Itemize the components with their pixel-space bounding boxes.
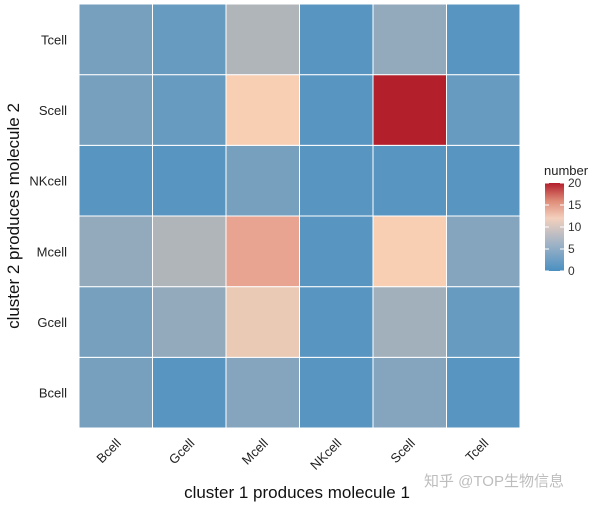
heatmap-cell-Gcell-Gcell	[152, 286, 227, 358]
heatmap-cell-Scell-Tcell	[372, 3, 447, 76]
heatmap-cell-Bcell-Bcell	[78, 356, 153, 429]
legend-tick-label: 20	[568, 176, 582, 190]
heatmap-cells	[78, 3, 521, 429]
heatmap-cell-Scell-Bcell	[372, 356, 447, 429]
x-tick-label: Bcell	[93, 435, 124, 466]
heatmap-cell-Gcell-Bcell	[152, 356, 227, 429]
heatmap-cell-Bcell-Mcell	[78, 215, 153, 288]
heatmap-cell-Tcell-Tcell	[446, 3, 521, 76]
heatmap-cell-NKcell-Mcell	[299, 215, 374, 288]
heatmap-cell-NKcell-NKcell	[299, 144, 374, 217]
heatmap-cell-NKcell-Tcell	[299, 3, 374, 76]
legend-ticks: 0 5 10 15 20	[545, 176, 582, 278]
heatmap-cell-Bcell-Tcell	[78, 3, 153, 76]
heatmap-cell-Tcell-Mcell	[446, 215, 521, 288]
x-axis-ticks: Bcell Gcell Mcell NKcell Scell Tcell	[93, 435, 491, 472]
heatmap-cell-Gcell-Scell	[152, 74, 227, 146]
heatmap-cell-Tcell-Gcell	[446, 286, 521, 358]
y-tick-label: Mcell	[37, 244, 67, 259]
legend-title: number	[544, 163, 589, 178]
heatmap-cell-Scell-NKcell	[372, 144, 447, 217]
legend-colorbar	[545, 183, 564, 271]
legend-tick-label: 0	[568, 264, 575, 278]
x-tick-label: Gcell	[166, 435, 198, 467]
heatmap-cell-Mcell-Gcell	[225, 286, 300, 358]
heatmap-cell-Gcell-Tcell	[152, 3, 227, 76]
heatmap-cell-Tcell-NKcell	[446, 144, 521, 217]
heatmap-cell-Tcell-Scell	[446, 74, 521, 146]
y-tick-label: Tcell	[41, 32, 67, 47]
heatmap-cell-Gcell-Mcell	[152, 215, 227, 288]
watermark-text: 知乎 @TOP生物信息	[424, 473, 564, 490]
heatmap-cell-NKcell-Bcell	[299, 356, 374, 429]
x-axis-title: cluster 1 produces molecule 1	[184, 483, 410, 502]
heatmap-cell-Scell-Gcell	[372, 286, 447, 358]
x-tick-label: Tcell	[462, 435, 491, 464]
y-tick-label: Scell	[39, 103, 67, 118]
y-tick-label: NKcell	[29, 174, 67, 189]
color-legend: number 0 5 10 15 20	[544, 163, 589, 278]
y-axis-ticks: Bcell Gcell Mcell NKcell Scell Tcell	[29, 32, 67, 400]
x-tick-label: Mcell	[239, 435, 271, 467]
x-tick-label: NKcell	[307, 435, 344, 472]
heatmap-cell-Mcell-Bcell	[225, 356, 300, 429]
y-tick-label: Gcell	[37, 315, 67, 330]
heatmap-cell-Bcell-NKcell	[78, 144, 153, 217]
heatmap-cell-Scell-Scell	[372, 74, 447, 146]
legend-tick-label: 5	[568, 242, 575, 256]
heatmap-cell-Mcell-Tcell	[225, 3, 300, 76]
y-tick-label: Bcell	[39, 386, 67, 401]
legend-tick-label: 15	[568, 198, 582, 212]
heatmap-cell-NKcell-Scell	[299, 74, 374, 146]
x-tick-label: Scell	[387, 435, 418, 466]
heatmap-cell-Mcell-NKcell	[225, 144, 300, 217]
heatmap-cell-Gcell-NKcell	[152, 144, 227, 217]
heatmap-cell-NKcell-Gcell	[299, 286, 374, 358]
heatmap-cell-Bcell-Gcell	[78, 286, 153, 358]
y-axis-title: cluster 2 produces molecule 2	[4, 103, 23, 329]
heatmap-cell-Mcell-Mcell	[225, 215, 300, 288]
heatmap-cell-Tcell-Bcell	[446, 356, 521, 429]
heatmap-cell-Mcell-Scell	[225, 74, 300, 146]
heatmap-cell-Scell-Mcell	[372, 215, 447, 288]
heatmap-cell-Bcell-Scell	[78, 74, 153, 146]
legend-tick-label: 10	[568, 220, 582, 234]
